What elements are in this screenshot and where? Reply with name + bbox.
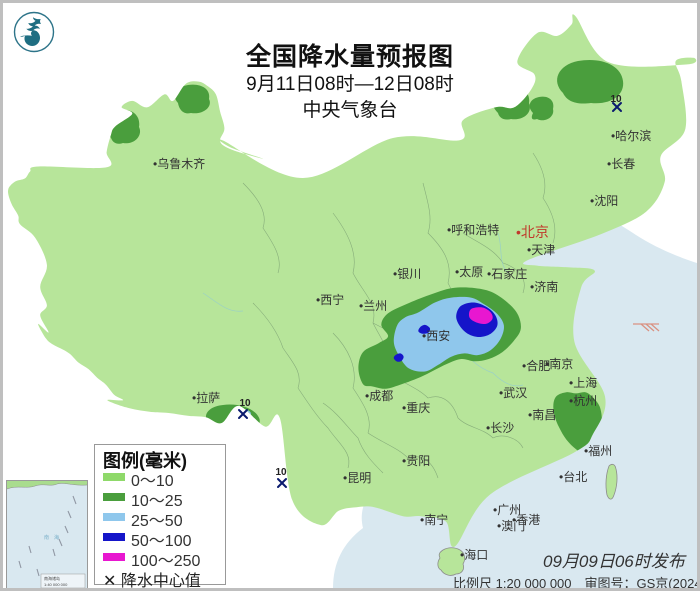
svg-text:10: 10 xyxy=(275,467,287,478)
svg-text:10: 10 xyxy=(239,398,251,409)
svg-text:南 海: 南 海 xyxy=(44,534,59,541)
svg-text:南海诸岛: 南海诸岛 xyxy=(44,575,60,581)
svg-text:1:40 000 000: 1:40 000 000 xyxy=(44,582,68,587)
